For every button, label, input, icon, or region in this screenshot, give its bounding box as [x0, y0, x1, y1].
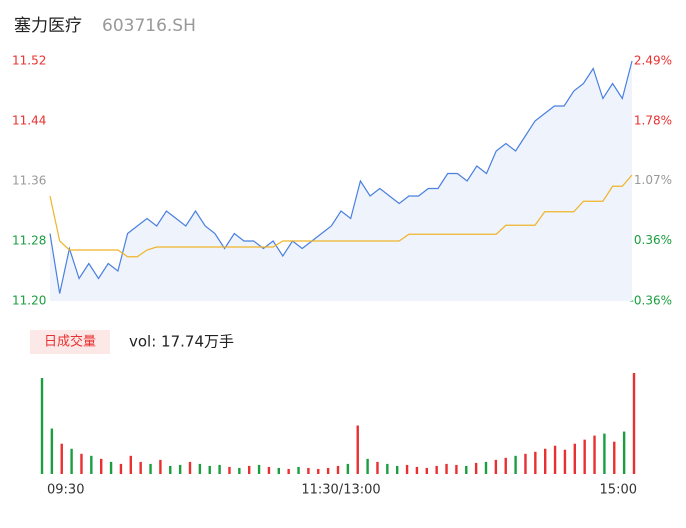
volume-bar — [40, 378, 44, 474]
volume-bar — [100, 458, 103, 474]
price-line — [49, 60, 633, 294]
volume-bar — [346, 463, 350, 474]
volume-bar — [307, 467, 310, 474]
volume-bar — [178, 464, 182, 474]
volume-bar — [109, 461, 113, 474]
x-tick-label: 15:00 — [600, 483, 637, 498]
volume-bar — [504, 457, 507, 474]
y2-tick-label: 2.49% — [634, 54, 672, 68]
volume-bar — [159, 459, 162, 474]
y-tick-label: 11.52 — [12, 54, 46, 68]
volume-bar — [139, 461, 142, 474]
stock-name: 塞力医疗 — [14, 16, 82, 36]
volume-bar — [218, 464, 221, 474]
volume-bar — [455, 464, 458, 474]
volume-bar — [593, 435, 596, 474]
volume-bar — [80, 453, 83, 474]
volume-bar — [119, 463, 123, 474]
average-line — [49, 174, 633, 258]
volume-bar — [149, 463, 152, 474]
y2-tick-label: 1.78% — [634, 113, 672, 127]
volume-bar — [632, 373, 636, 474]
volume-bar — [563, 449, 567, 474]
volume-bar — [326, 467, 330, 474]
volume-bar — [50, 428, 54, 474]
y-tick-label: 11.36 — [12, 174, 46, 188]
volume-bar — [415, 466, 419, 474]
volume-bar — [534, 451, 537, 474]
x-tick-label: 09:30 — [47, 483, 84, 498]
volume-bar — [613, 441, 616, 474]
volume-bar — [169, 465, 172, 474]
volume-annotation: vol: 17.74万手 — [129, 333, 234, 351]
volume-bar — [524, 453, 527, 474]
volume-bar — [356, 425, 359, 474]
volume-bar — [336, 465, 340, 474]
volume-bar — [90, 455, 93, 474]
volume-bar — [198, 463, 202, 474]
y2-tick-label: 0.36% — [634, 233, 672, 247]
stock-code: 603716.SH — [102, 16, 196, 36]
y-tick-label: 11.28 — [12, 234, 46, 248]
volume-bar — [287, 468, 290, 474]
volume-bar — [465, 465, 468, 474]
volume-bar — [238, 467, 241, 474]
volume-bar — [317, 468, 320, 474]
volume-bar — [573, 443, 576, 474]
volume-bar — [366, 458, 369, 474]
volume-bar — [603, 433, 606, 474]
volume-bar — [129, 455, 132, 474]
volume-bar — [60, 443, 63, 474]
volume-bar — [297, 466, 300, 474]
price-area — [50, 61, 632, 301]
volume-bar — [188, 461, 192, 474]
volume-bar — [386, 463, 389, 474]
volume-bar — [425, 467, 428, 474]
volume-bar — [583, 439, 586, 474]
volume-bar — [70, 448, 73, 474]
volume-bar — [445, 463, 448, 474]
volume-bar — [257, 464, 261, 474]
volume-bar — [405, 464, 409, 474]
volume-bar — [248, 465, 251, 474]
volume-label-bg — [30, 330, 110, 354]
y-tick-label: 11.44 — [12, 114, 46, 128]
volume-bar — [494, 459, 498, 474]
y2-tick-label: 1.07% — [634, 173, 672, 187]
volume-bar — [396, 465, 399, 474]
volume-bar — [514, 455, 517, 474]
x-tick-label: 11:30/13:00 — [301, 483, 380, 498]
volume-bar — [435, 465, 438, 474]
volume-bar — [474, 462, 478, 474]
y2-tick-label: -0.36% — [630, 294, 672, 308]
volume-bar — [553, 445, 557, 474]
volume-bar — [277, 467, 280, 474]
volume-bar — [484, 461, 488, 474]
volume-bar — [376, 461, 379, 474]
volume-label: 日成交量 — [44, 334, 96, 350]
y-tick-label: 11.20 — [12, 294, 46, 308]
volume-bar — [208, 465, 211, 474]
volume-bar — [267, 466, 271, 474]
volume-bar — [622, 431, 626, 474]
volume-bar — [544, 448, 547, 474]
volume-bar — [228, 466, 231, 474]
